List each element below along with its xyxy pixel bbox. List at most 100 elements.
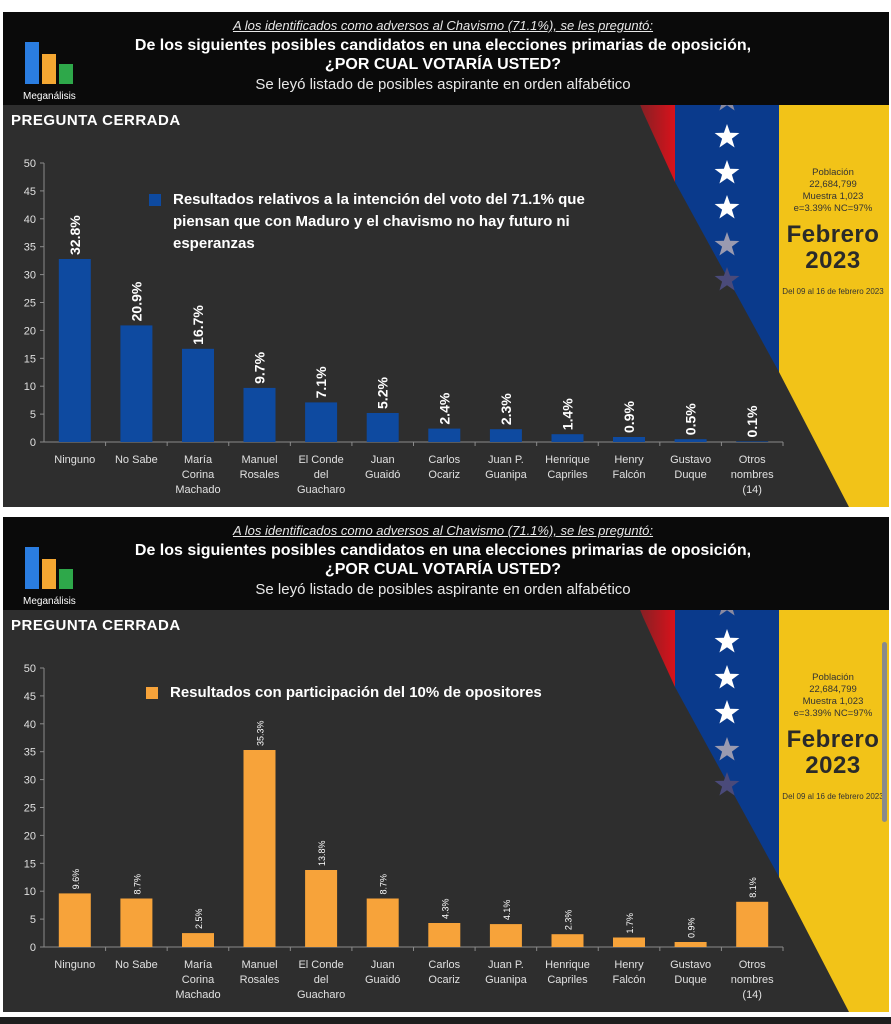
category-label: Juan	[371, 959, 395, 971]
bar	[366, 898, 399, 947]
y-tick-label: 45	[24, 691, 36, 703]
category-label: Corina	[182, 974, 215, 986]
date-badge: Febrero 2023	[779, 727, 887, 779]
population-label: Población	[812, 167, 854, 178]
y-tick-label: 30	[24, 270, 36, 282]
bar	[428, 923, 461, 947]
legend-swatch	[146, 687, 158, 699]
data-label: 7.1%	[313, 366, 329, 398]
bar	[551, 434, 584, 442]
category-label: Rosales	[240, 974, 280, 986]
category-label: Guanipa	[485, 974, 527, 986]
category-label: Machado	[175, 484, 220, 496]
poll-slide-2: Meganálisis A los identificados como adv…	[3, 517, 889, 1012]
y-tick-label: 50	[24, 663, 36, 675]
data-label: 1.4%	[559, 398, 575, 430]
chart-legend: Resultados relativos a la intención del …	[149, 189, 629, 255]
flag-star	[714, 195, 740, 219]
y-tick-label: 0	[30, 437, 36, 449]
y-tick-label: 20	[24, 830, 36, 842]
population-label: Población	[812, 672, 854, 683]
legend-line: Resultados relativos a la intención del …	[173, 191, 585, 208]
margin-of-error: e=3.39% NC=97%	[793, 708, 873, 719]
category-label: María	[184, 959, 213, 971]
legend-line: Resultados con participación del 10% de …	[170, 684, 542, 701]
data-label: 8.7%	[379, 874, 389, 895]
y-tick-label: 40	[24, 719, 36, 731]
y-tick-label: 0	[30, 942, 36, 954]
y-tick-label: 25	[24, 803, 36, 815]
bar	[736, 901, 769, 947]
category-label: El Conde	[298, 959, 343, 971]
category-label: Falcón	[612, 469, 645, 481]
bar	[182, 933, 214, 947]
y-tick-label: 50	[24, 158, 36, 170]
bar-chart: 0 5 10 15 20 25 30 35 40 45 50 32.8% Ninguno 20.9% No …	[24, 158, 784, 496]
data-label: 0.9%	[621, 401, 637, 433]
data-label: 4.3%	[440, 898, 450, 919]
bar	[613, 937, 645, 947]
category-label: del	[314, 974, 329, 986]
category-label: Henrique	[545, 959, 590, 971]
flag-yellow-band	[779, 12, 889, 507]
category-label: Otros	[739, 454, 766, 466]
category-label: Gustavo	[670, 454, 711, 466]
category-label: Manuel	[241, 454, 277, 466]
y-tick-label: 30	[24, 775, 36, 787]
sample-size: Muestra 1,023	[802, 696, 864, 707]
category-label: nombres	[731, 469, 774, 481]
category-label: Corina	[182, 469, 215, 481]
bar	[120, 325, 153, 442]
legend-line: esperanzas	[173, 235, 255, 252]
category-label: (14)	[742, 484, 762, 496]
next-slide-edge	[0, 1017, 891, 1024]
data-label: 0.1%	[744, 405, 760, 437]
bar-chart: 0 5 10 15 20 25 30 35 40 45 50 9.6% Ninguno 8.7% No Sa…	[24, 663, 784, 1001]
category-label: Duque	[674, 974, 706, 986]
flag-star	[714, 232, 740, 256]
category-label: Guacharo	[297, 989, 345, 1001]
category-label: del	[314, 469, 329, 481]
data-label: 9.6%	[71, 869, 81, 890]
data-label: 2.4%	[436, 392, 452, 424]
category-label: (14)	[742, 989, 762, 1001]
category-label: nombres	[731, 974, 774, 986]
header-bar	[3, 517, 889, 610]
flag-star	[714, 772, 740, 796]
category-label: Machado	[175, 989, 220, 1001]
population-value: 22,684,799	[809, 179, 857, 190]
bar	[428, 428, 461, 442]
flag-star	[714, 160, 740, 184]
y-tick-label: 35	[24, 242, 36, 254]
category-label: Henrique	[545, 454, 590, 466]
question-intro: A los identificados como adversos al Cha…	[232, 18, 654, 33]
year-label: 2023	[805, 752, 861, 779]
category-label: Capriles	[547, 469, 588, 481]
bar	[674, 942, 707, 947]
question-line-2: ¿POR CUAL VOTARÍA USTED?	[324, 561, 562, 578]
category-label: Ninguno	[54, 959, 95, 971]
bar	[243, 750, 276, 947]
bar	[182, 348, 214, 442]
y-tick-label: 45	[24, 186, 36, 198]
category-label: Juan P.	[488, 959, 524, 971]
category-label: Ocariz	[428, 974, 460, 986]
data-label: 16.7%	[190, 305, 206, 345]
data-label: 32.8%	[67, 215, 83, 255]
category-label: No Sabe	[115, 959, 158, 971]
sample-info: Población 22,684,799 Muestra 1,023 e=3.3…	[779, 672, 887, 720]
question-note: Se leyó listado de posibles aspirante en…	[255, 76, 631, 93]
category-label: Ocariz	[428, 469, 460, 481]
category-label: Duque	[674, 469, 706, 481]
category-label: Manuel	[241, 959, 277, 971]
scrollbar-thumb[interactable]	[882, 642, 887, 822]
question-line-1: De los siguientes posibles candidatos en…	[134, 37, 752, 54]
flag-star	[714, 267, 740, 291]
meganalisis-logo: Meganálisis	[23, 34, 83, 104]
flag-star	[714, 700, 740, 724]
y-tick-label: 20	[24, 325, 36, 337]
section-label: PREGUNTA CERRADA	[11, 617, 181, 634]
section-label: PREGUNTA CERRADA	[11, 112, 181, 129]
margin-of-error: e=3.39% NC=97%	[793, 203, 873, 214]
y-tick-label: 15	[24, 858, 36, 870]
